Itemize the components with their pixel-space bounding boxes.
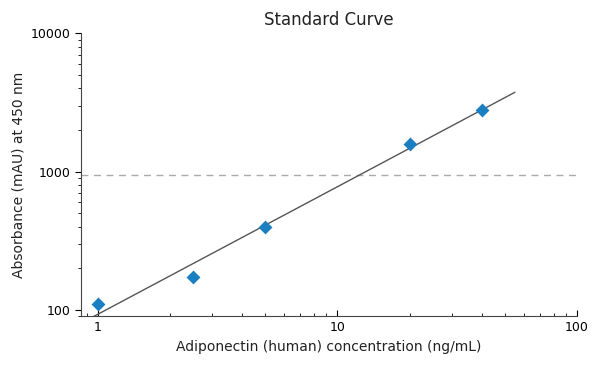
Point (405, 141, 415, 146)
Y-axis label: Absorbance (mAU) at 450 nm: Absorbance (mAU) at 450 nm (11, 72, 25, 278)
X-axis label: Adiponectin (human) concentration (ng/mL): Adiponectin (human) concentration (ng/mL… (176, 340, 482, 354)
Point (477, 107, 487, 113)
Point (188, 274, 198, 280)
Point (93, 301, 103, 307)
Title: Standard Curve: Standard Curve (264, 11, 394, 29)
Point (260, 224, 270, 230)
